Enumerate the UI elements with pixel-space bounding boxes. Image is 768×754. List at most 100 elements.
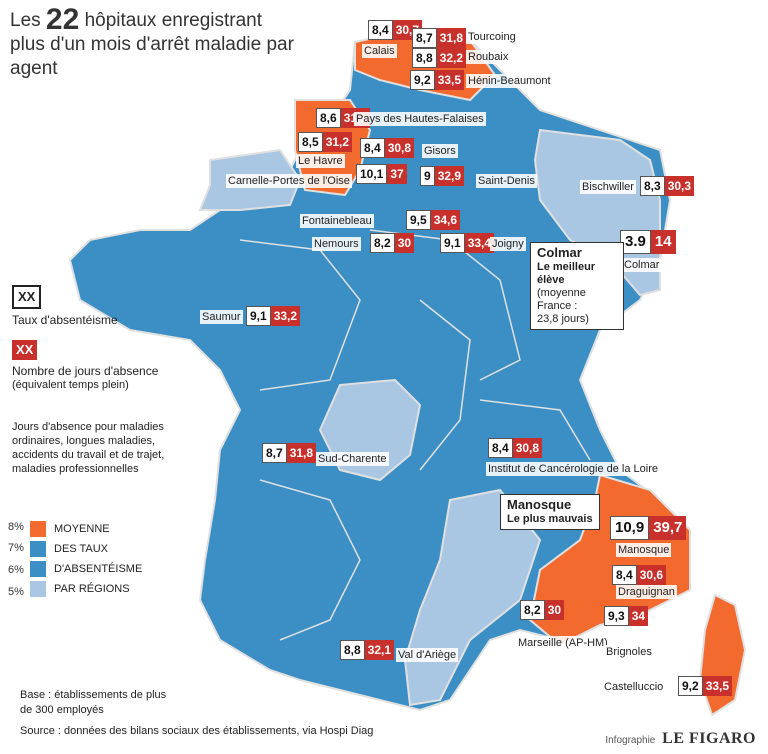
scale-item: DES TAUX xyxy=(30,541,108,557)
credit: Infographie LE FIGARO xyxy=(605,730,756,748)
absence-days: 33,5 xyxy=(434,70,465,90)
legend-days-note: Jours d'absence pour maladies ordinaires… xyxy=(12,421,165,475)
hospital-marker: 10,1 37 xyxy=(356,164,407,184)
hospital-name: Roubaix xyxy=(466,50,511,64)
title-prefix: Les xyxy=(10,10,41,31)
hospital-marker: 8,8 32,1 xyxy=(340,640,395,660)
absence-rate: 8,4 xyxy=(368,20,393,40)
absence-rate: 8,4 xyxy=(488,438,513,458)
absence-days: 30 xyxy=(394,233,415,253)
callout-manosque-title: Manosque xyxy=(507,497,572,512)
absence-rate: 8,3 xyxy=(640,176,665,196)
absence-days: 37 xyxy=(387,164,407,184)
absence-days: 30,8 xyxy=(384,138,415,158)
hospital-marker: 9,5 34,6 xyxy=(406,210,461,230)
absence-days: 34 xyxy=(628,606,649,626)
absence-rate: 8,4 xyxy=(612,565,637,585)
hospital-name: Tourcoing xyxy=(466,30,518,44)
absence-rate: 8,5 xyxy=(298,132,323,152)
hospital-marker: 8,4 30,8 xyxy=(488,438,543,458)
title-rest: hôpitaux enregistrant plus d'un mois d'a… xyxy=(10,10,294,79)
absence-rate: 9,2 xyxy=(678,676,703,696)
swatch-mid xyxy=(30,541,46,557)
hospital-name: Bischwiller xyxy=(580,180,636,194)
absence-rate: 10,1 xyxy=(356,164,388,184)
callout-colmar: Colmar Le meilleur élève (moyenne France… xyxy=(530,242,624,330)
note-base: Base : établissements de plus de 300 emp… xyxy=(20,689,167,716)
absence-rate: 9,5 xyxy=(406,210,431,230)
hospital-marker: 9,1 33,2 xyxy=(246,306,301,326)
absence-rate: 9,1 xyxy=(440,233,465,253)
legend-days-label: Nombre de jours d'absence xyxy=(12,364,159,378)
hospital-marker: 8,4 30,7 xyxy=(368,20,423,40)
legend-rate-box: XX xyxy=(12,285,42,309)
hospital-marker: 8,8 32,2 xyxy=(412,48,467,68)
hospital-name: Draguignan xyxy=(616,585,677,599)
callout-manosque-line1: Le plus mauvais xyxy=(507,513,593,525)
absence-rate: 9,2 xyxy=(410,70,435,90)
absence-rate: 8,2 xyxy=(520,600,545,620)
department-lines xyxy=(239,229,591,641)
callout-colmar-line1: Le meilleur xyxy=(537,261,596,273)
absence-rate: 9,3 xyxy=(604,606,629,626)
absence-rate: 8,7 xyxy=(412,28,437,48)
hospital-name: Marseille (AP-HM) xyxy=(516,636,610,650)
absence-days: 32,2 xyxy=(436,48,467,68)
callout-colmar-line4: France : xyxy=(537,300,578,312)
absence-days: 31,8 xyxy=(436,28,467,48)
scale-label: 6% xyxy=(8,564,24,576)
scale-label: 5% xyxy=(8,586,24,598)
swatch-high xyxy=(30,521,46,537)
absence-days: 39,7 xyxy=(649,516,687,540)
hospital-marker: 8,4 30,8 xyxy=(360,138,415,158)
hospital-marker: 9,3 34 xyxy=(604,606,649,626)
legend-rate: XX Taux d'absentéisme xyxy=(12,285,118,327)
hospital-marker: 8,3 30,3 xyxy=(640,176,695,196)
hospital-marker: 3.9 14 xyxy=(620,230,676,254)
hospital-marker: 9,2 33,5 xyxy=(678,676,733,696)
absence-days: 30 xyxy=(544,600,565,620)
hospital-marker: 8,4 30,6 xyxy=(612,565,667,585)
absence-days: 34,6 xyxy=(430,210,461,230)
scale-item-label: PAR RÉGIONS xyxy=(54,583,130,595)
legend-days-sub: (équivalent temps plein) xyxy=(12,379,129,391)
hospital-name: Castelluccio xyxy=(602,680,666,694)
legend-days: XX Nombre de jours d'absence (équivalent… xyxy=(12,340,182,392)
absence-days: 30,3 xyxy=(664,176,695,196)
scale-item: PAR RÉGIONS xyxy=(30,581,130,597)
callout-colmar-line2: élève xyxy=(537,274,565,286)
callout-colmar-title: Colmar xyxy=(537,245,582,260)
absence-rate: 8,4 xyxy=(360,138,385,158)
absence-days: 30,8 xyxy=(512,438,543,458)
hospital-name: Saint-Denis xyxy=(476,174,537,188)
absence-days: 32,1 xyxy=(364,640,395,660)
absence-rate: 9 xyxy=(420,166,435,186)
hospital-name: Fontainebleau xyxy=(300,214,374,228)
hospital-name: Gisors xyxy=(422,144,458,158)
absence-rate: 8,8 xyxy=(412,48,437,68)
hospital-name: Calais xyxy=(362,44,397,58)
absence-rate: 8,8 xyxy=(340,640,365,660)
hospital-name: Institut de Cancérologie de la Loire xyxy=(486,462,660,476)
note-source: Source : données des bilans sociaux des … xyxy=(20,725,374,737)
scale-item-label: MOYENNE xyxy=(54,523,110,535)
map-title: Les 22 hôpitaux enregistrant plus d'un m… xyxy=(10,5,300,81)
callout-colmar-line3: (moyenne xyxy=(537,287,586,299)
absence-days: 30,6 xyxy=(636,565,667,585)
scale-item-label: D'ABSENTÉISME xyxy=(54,563,143,575)
scale-label: 8% xyxy=(8,521,24,533)
hospital-name: Sud-Charente xyxy=(316,452,389,466)
hospital-marker: 9 32,9 xyxy=(420,166,465,186)
hospital-marker: 8,5 31,2 xyxy=(298,132,353,152)
hospital-marker: 8,7 31,8 xyxy=(262,443,317,463)
scale-item-label: DES TAUX xyxy=(54,543,108,555)
hospital-marker: 8,7 31,8 xyxy=(412,28,467,48)
legend-rate-label: Taux d'absentéisme xyxy=(12,313,118,327)
scale-label: 7% xyxy=(8,542,24,554)
absence-rate: 8,2 xyxy=(370,233,395,253)
hospital-name: Val d'Ariège xyxy=(396,648,459,662)
hospital-marker: 8,2 30 xyxy=(370,233,415,253)
credit-prefix: Infographie xyxy=(605,735,656,746)
absence-days: 31,8 xyxy=(286,443,317,463)
hospital-marker: 8,2 30 xyxy=(520,600,565,620)
